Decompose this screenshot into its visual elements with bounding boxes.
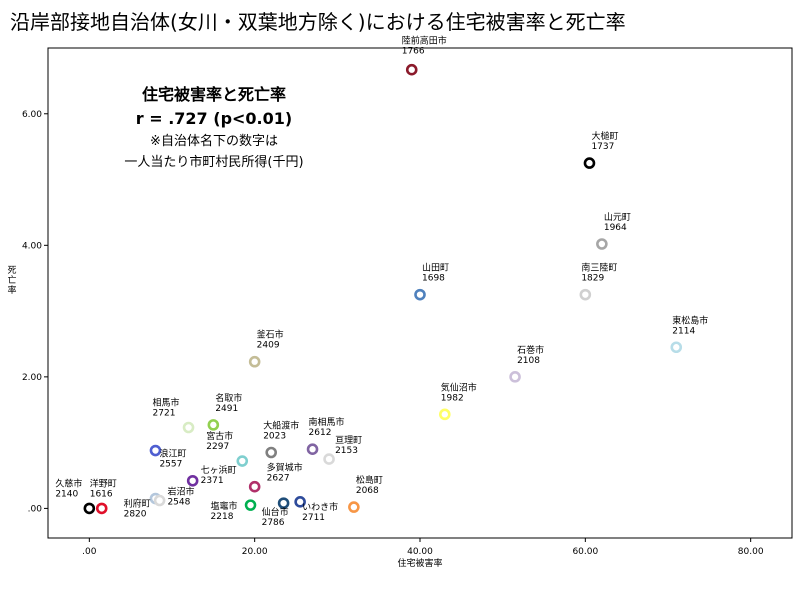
point-income-label: 2548	[167, 498, 190, 508]
x-tick-label: 20.00	[242, 547, 268, 557]
data-point	[294, 496, 306, 508]
data-point	[182, 421, 195, 434]
point-name-label: 気仙沼市	[441, 381, 477, 393]
point-name-label: 浪江町	[159, 448, 186, 460]
data-point	[414, 288, 426, 301]
point-income-label: 2409	[257, 341, 280, 351]
point-income-label: 2297	[206, 442, 229, 452]
data-point	[323, 453, 335, 465]
point-income-label: 1964	[604, 223, 627, 233]
point-income-label: 2114	[672, 326, 695, 336]
annotation-line2: r = .727 (p<0.01)	[136, 109, 292, 128]
point-name-label: 多賀城市	[267, 462, 303, 474]
point-name-label: 東松島市	[672, 314, 708, 326]
annotation-box: 住宅被害率と死亡率 r = .727 (p<0.01) ※自治体名下の数字は 一…	[124, 85, 303, 170]
point-name-label: 山田町	[422, 263, 449, 274]
point-name-label: 仙台市	[262, 506, 289, 518]
x-tick-label: 80.00	[738, 547, 764, 557]
y-axis-label: 死亡率	[7, 265, 16, 296]
point-income-label: 2786	[262, 518, 285, 528]
annotation-line1: 住宅被害率と死亡率	[142, 85, 286, 104]
point-income-label: 2371	[201, 476, 224, 486]
y-tick-label: 6.00	[22, 110, 42, 120]
x-axis-label: 住宅被害率	[397, 557, 442, 569]
point-income-label: 2023	[263, 431, 286, 441]
point-name-label: 南相馬市	[309, 416, 345, 428]
x-tick-label: 40.00	[407, 547, 433, 557]
data-point	[583, 157, 596, 169]
data-point	[265, 446, 278, 459]
point-name-label: 大船渡市	[263, 419, 299, 431]
point-name-label: 塩竈市	[211, 500, 238, 512]
point-name-label: 陸前高田市	[402, 35, 447, 47]
point-income-label: 2068	[356, 486, 379, 496]
point-income-label: 2820	[124, 510, 147, 520]
data-point	[348, 501, 360, 513]
y-tick-label: 4.00	[22, 241, 42, 251]
data-point	[186, 474, 199, 487]
data-point	[149, 444, 162, 457]
annotation-line3: ※自治体名下の数字は	[150, 133, 278, 149]
data-point	[248, 355, 261, 368]
data-point	[596, 238, 608, 250]
point-name-label: 石巻市	[517, 344, 544, 356]
point-income-label: 1616	[90, 489, 113, 499]
point-income-label: 1766	[402, 47, 425, 57]
point-income-label: 2627	[267, 474, 290, 484]
point-income-label: 2140	[55, 489, 78, 499]
chart-title: 沿岸部接地自治体(女川・双葉地方除く)における住宅被害率と死亡率	[10, 10, 626, 34]
data-point	[277, 497, 290, 509]
data-point	[438, 408, 451, 421]
point-income-label: 2218	[211, 512, 234, 522]
data-point	[236, 455, 249, 467]
point-income-label: 2108	[517, 356, 540, 366]
point-income-label: 2612	[309, 428, 332, 438]
point-income-label: 1737	[591, 142, 614, 152]
point-income-label: 2153	[335, 446, 358, 456]
data-point	[244, 499, 257, 511]
data-point	[306, 443, 319, 456]
point-name-label: 亘理町	[335, 435, 362, 446]
data-point	[579, 288, 592, 301]
x-tick-label: .00	[82, 547, 97, 557]
point-name-label: 宮古市	[206, 430, 233, 442]
point-name-label: 南三陸町	[581, 262, 617, 274]
x-tick-label: 60.00	[572, 547, 598, 557]
point-name-label: 大槌町	[591, 130, 618, 142]
data-point	[509, 371, 521, 383]
x-axis: .00 20.00 40.00 60.00 80.00	[82, 538, 764, 557]
point-income-label: 1698	[422, 274, 445, 284]
point-income-label: 2491	[215, 404, 238, 414]
y-axis: .00 2.00 4.00 6.00	[22, 110, 48, 514]
point-name-label: 山元町	[604, 212, 631, 223]
y-tick-label: .00	[28, 504, 43, 514]
data-point	[95, 502, 108, 515]
point-name-label: いわき市	[302, 501, 338, 513]
point-name-label: 久慈市	[55, 477, 82, 489]
point-income-label: 2711	[302, 513, 325, 523]
point-name-label: 釜石市	[257, 329, 284, 341]
point-name-label: 松島町	[356, 474, 383, 486]
point-income-label: 2557	[159, 460, 182, 470]
annotation-line4: 一人当たり市町村民所得(千円)	[124, 154, 303, 170]
data-point	[207, 419, 220, 431]
y-tick-label: 2.00	[22, 373, 42, 383]
data-point	[153, 494, 166, 507]
point-income-label: 2721	[153, 409, 176, 419]
point-name-label: 相馬市	[153, 397, 180, 409]
point-name-label: 名取市	[215, 392, 242, 404]
data-point	[83, 502, 96, 515]
point-name-label: 岩沼市	[167, 486, 194, 498]
point-name-label: 利府町	[124, 498, 151, 510]
point-name-label: 洋野町	[90, 477, 117, 489]
point-name-label: 七ヶ浜町	[201, 465, 237, 476]
point-income-label: 1829	[581, 274, 604, 284]
data-point	[670, 341, 683, 354]
point-income-label: 1982	[441, 393, 464, 403]
data-point	[248, 480, 261, 493]
data-point	[405, 63, 418, 76]
